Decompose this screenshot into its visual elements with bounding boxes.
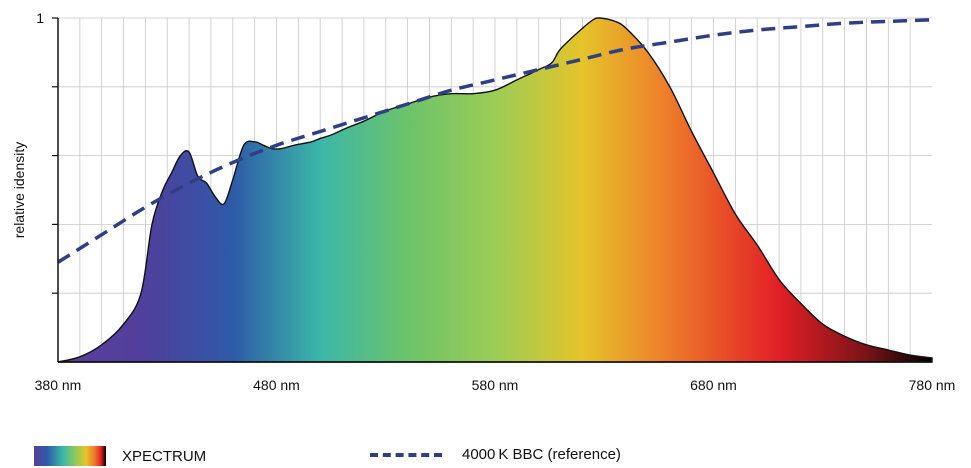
- spectrum-chart: 380 nm 480 nm 580 nm 680 nm 780 nm 1 relativ…: [11, 10, 956, 393]
- y-tick-label: 1: [36, 10, 44, 26]
- legend-reference: 4000 K BBC (reference): [370, 446, 621, 463]
- x-tick-label: 580 nm: [472, 377, 519, 393]
- spectrum-swatch: [34, 446, 106, 466]
- legend-spectrum: XPECTRUM: [34, 446, 206, 466]
- reference-dash-swatch: [370, 452, 442, 457]
- legend-spectrum-label: XPECTRUM: [122, 447, 207, 465]
- reference-line: [57, 17, 933, 264]
- x-tick-label: 780 nm: [909, 377, 956, 393]
- x-tick-label: 380 nm: [35, 377, 82, 393]
- x-tick-label: 480 nm: [253, 377, 300, 393]
- y-axis-title: relative idensity: [11, 142, 27, 239]
- legend-reference-label: 4000 K BBC (reference): [462, 446, 621, 463]
- x-tick-label: 680 nm: [690, 377, 737, 393]
- x-tick-labels: 380 nm 480 nm 580 nm 680 nm 780 nm: [35, 377, 956, 393]
- y-tick-labels: 1: [36, 10, 44, 26]
